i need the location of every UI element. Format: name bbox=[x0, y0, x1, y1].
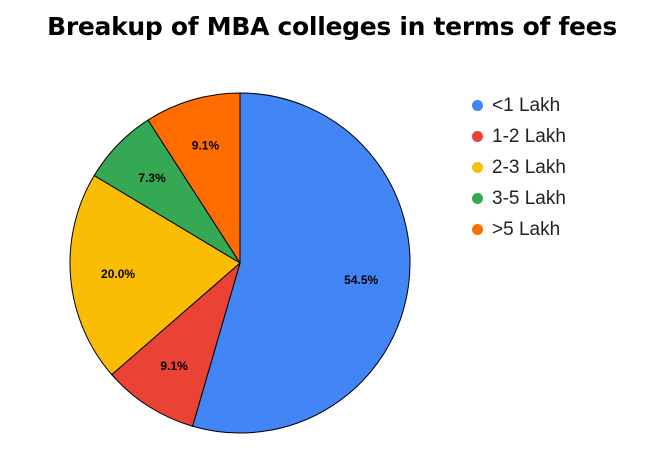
slice-label-1-2-lakh: 9.1% bbox=[160, 359, 188, 373]
legend-label: <1 Lakh bbox=[492, 94, 561, 116]
legend-swatch bbox=[472, 162, 483, 173]
legend-item-2-3-lakh[interactable]: 2-3 Lakh bbox=[472, 152, 566, 183]
legend-label: >5 Lakh bbox=[492, 218, 561, 240]
legend-swatch bbox=[472, 100, 483, 111]
legend-swatch bbox=[472, 224, 483, 235]
slice-label-gt5-lakh: 9.1% bbox=[192, 139, 220, 153]
slice-label-2-3-lakh: 20.0% bbox=[101, 267, 135, 281]
legend-swatch bbox=[472, 193, 483, 204]
chart-title: Breakup of MBA colleges in terms of fees bbox=[47, 12, 617, 41]
legend: <1 Lakh 1-2 Lakh 2-3 Lakh 3-5 Lakh >5 La… bbox=[472, 90, 566, 245]
legend-label: 1-2 Lakh bbox=[492, 125, 566, 147]
pie-slice-1-2-lakh[interactable] bbox=[111, 261, 241, 427]
pie-slice-2-3-lakh[interactable] bbox=[69, 174, 241, 376]
legend-label: 3-5 Lakh bbox=[492, 187, 566, 209]
pie-slice-lt1-lakh[interactable] bbox=[191, 92, 411, 434]
pie-slice-gt5-lakh[interactable] bbox=[147, 92, 241, 265]
legend-label: 2-3 Lakh bbox=[492, 156, 566, 178]
legend-item-lt1-lakh[interactable]: <1 Lakh bbox=[472, 90, 566, 121]
legend-item-3-5-lakh[interactable]: 3-5 Lakh bbox=[472, 183, 566, 214]
legend-item-1-2-lakh[interactable]: 1-2 Lakh bbox=[472, 121, 566, 152]
legend-item-gt5-lakh[interactable]: >5 Lakh bbox=[472, 214, 566, 245]
slice-label-lt1-lakh: 54.5% bbox=[344, 273, 378, 287]
legend-swatch bbox=[472, 131, 483, 142]
slice-label-3-5-lakh: 7.3% bbox=[138, 171, 166, 185]
